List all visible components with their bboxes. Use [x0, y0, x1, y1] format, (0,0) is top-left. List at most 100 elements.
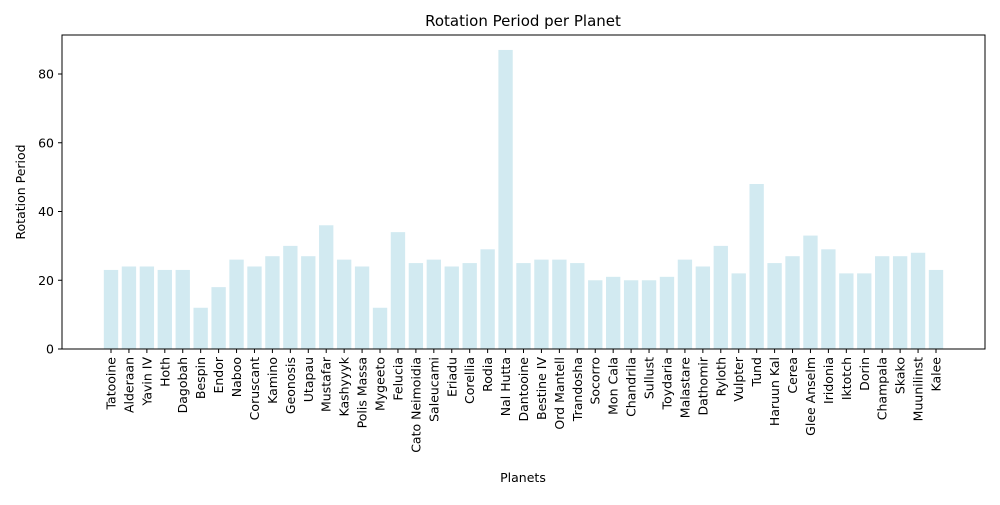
- x-tick-label: Dorin: [857, 357, 872, 391]
- x-tick-label: Ryloth: [713, 357, 728, 396]
- x-tick-label: Endor: [211, 356, 226, 393]
- x-tick-label: Alderaan: [121, 357, 136, 413]
- bar-vulpter: [731, 273, 746, 349]
- bar-iridonia: [821, 249, 836, 349]
- x-tick-label: Rodia: [480, 357, 495, 392]
- x-tick-label: Toydaria: [659, 357, 674, 410]
- bar-haruun-kal: [767, 263, 782, 349]
- bar-cato-neimoidia: [408, 263, 424, 349]
- bar-glee-anselm: [803, 235, 818, 349]
- bar-dorin: [857, 273, 872, 349]
- x-tick-label: Utapau: [301, 357, 316, 402]
- bar-hoth: [157, 269, 172, 349]
- bar-tund: [749, 184, 764, 349]
- x-tick-label: Kalee: [929, 357, 944, 392]
- x-tick-label: Polis Massa: [355, 357, 370, 428]
- x-tick-label: Kashyyyk: [337, 356, 352, 416]
- bar-corellia: [462, 263, 477, 349]
- bar-kashyyyk: [336, 259, 352, 349]
- x-tick-label: Cerea: [785, 357, 800, 394]
- bar-ord-mantell: [552, 259, 567, 349]
- y-tick-label: 20: [38, 273, 54, 288]
- bar-mygeeto: [372, 307, 388, 349]
- x-tick-label: Nal Hutta: [498, 357, 513, 416]
- x-tick-label: Iridonia: [821, 357, 836, 404]
- x-tick-label: Coruscant: [247, 357, 262, 420]
- x-tick-label: Malastare: [677, 357, 692, 419]
- x-tick-label: Mon Cala: [606, 357, 621, 415]
- bar-dathomir: [695, 266, 711, 349]
- bar-trandosha: [570, 263, 585, 349]
- bar-champala: [875, 256, 890, 349]
- bars-layer: [103, 49, 944, 349]
- x-tick-label: Hoth: [157, 357, 172, 387]
- y-axis-label: Rotation Period: [13, 144, 28, 239]
- bar-dagobah: [175, 269, 190, 349]
- bar-cerea: [785, 256, 800, 349]
- x-axis: Tatooine Alderaan Yavin IV Hoth Dagobah Bespi…: [104, 349, 944, 453]
- x-tick-label: Champala: [875, 357, 890, 420]
- plot-frame: [61, 34, 986, 350]
- y-tick-label: 80: [38, 67, 54, 82]
- bar-socorro: [588, 280, 603, 349]
- x-tick-label: Mygeeto: [373, 357, 388, 411]
- x-tick-label: Yavin IV: [139, 357, 154, 407]
- bar-mon-cala: [606, 276, 621, 349]
- x-tick-label: Felucia: [390, 357, 405, 401]
- x-tick-label: Corellia: [462, 357, 477, 404]
- bar-yavin-iv: [139, 266, 155, 349]
- bar-saleucami: [426, 259, 441, 349]
- y-tick-label: 0: [46, 342, 54, 357]
- x-tick-label: Sullust: [642, 357, 657, 399]
- bar-kamino: [265, 256, 280, 349]
- bar-utapau: [301, 256, 316, 349]
- x-tick-label: Ord Mantell: [552, 357, 567, 430]
- x-tick-label: Geonosis: [283, 357, 298, 414]
- bar-bespin: [193, 307, 208, 349]
- bar-felucia: [390, 232, 406, 349]
- y-tick-label: 40: [38, 204, 54, 219]
- x-tick-label: Tatooine: [104, 357, 119, 411]
- x-tick-label: Muunilinst: [911, 357, 926, 421]
- x-tick-label: Vulpter: [731, 356, 746, 402]
- x-tick-label: Eriadu: [444, 357, 459, 397]
- x-tick-label: Iktotch: [839, 357, 854, 400]
- x-tick-label: Chandrila: [624, 357, 639, 417]
- bar-alderaan: [121, 266, 137, 349]
- x-tick-label: Cato Neimoidia: [408, 357, 423, 453]
- x-tick-label: Bestine IV: [534, 357, 549, 420]
- x-tick-label: Trandosha: [570, 357, 585, 422]
- x-tick-label: Glee Anselm: [803, 357, 818, 436]
- x-tick-label: Dagobah: [175, 357, 190, 413]
- bar-tatooine: [103, 269, 119, 349]
- bar-geonosis: [283, 245, 298, 349]
- bar-dantooine: [516, 263, 531, 349]
- x-tick-label: Bespin: [193, 357, 208, 399]
- x-tick-label: Socorro: [588, 357, 603, 405]
- bar-iktotch: [839, 273, 854, 349]
- x-tick-label: Mustafar: [319, 356, 334, 412]
- x-axis-label: Planets: [500, 470, 546, 485]
- x-tick-label: Dathomir: [695, 356, 710, 415]
- x-tick-label: Dantooine: [516, 357, 531, 422]
- bar-naboo: [229, 259, 244, 349]
- bar-skako: [892, 256, 908, 349]
- bar-coruscant: [247, 266, 262, 349]
- x-tick-label: Saleucami: [426, 357, 441, 422]
- bar-toydaria: [659, 276, 675, 349]
- x-tick-label: Naboo: [229, 357, 244, 397]
- bar-sullust: [641, 280, 657, 349]
- bar-muunilinst: [910, 252, 926, 349]
- bar-endor: [211, 287, 226, 349]
- bar-eriadu: [444, 266, 459, 349]
- x-tick-label: Tund: [749, 357, 764, 388]
- bar-nal-hutta: [498, 49, 513, 349]
- bar-chandrila: [623, 280, 639, 349]
- y-axis: 0 20 40 60 80: [38, 67, 62, 357]
- chart-title: Rotation Period per Planet: [425, 12, 621, 30]
- bar-kalee: [928, 269, 944, 349]
- x-tick-label: Haruun Kal: [767, 357, 782, 426]
- x-tick-label: Kamino: [265, 357, 280, 404]
